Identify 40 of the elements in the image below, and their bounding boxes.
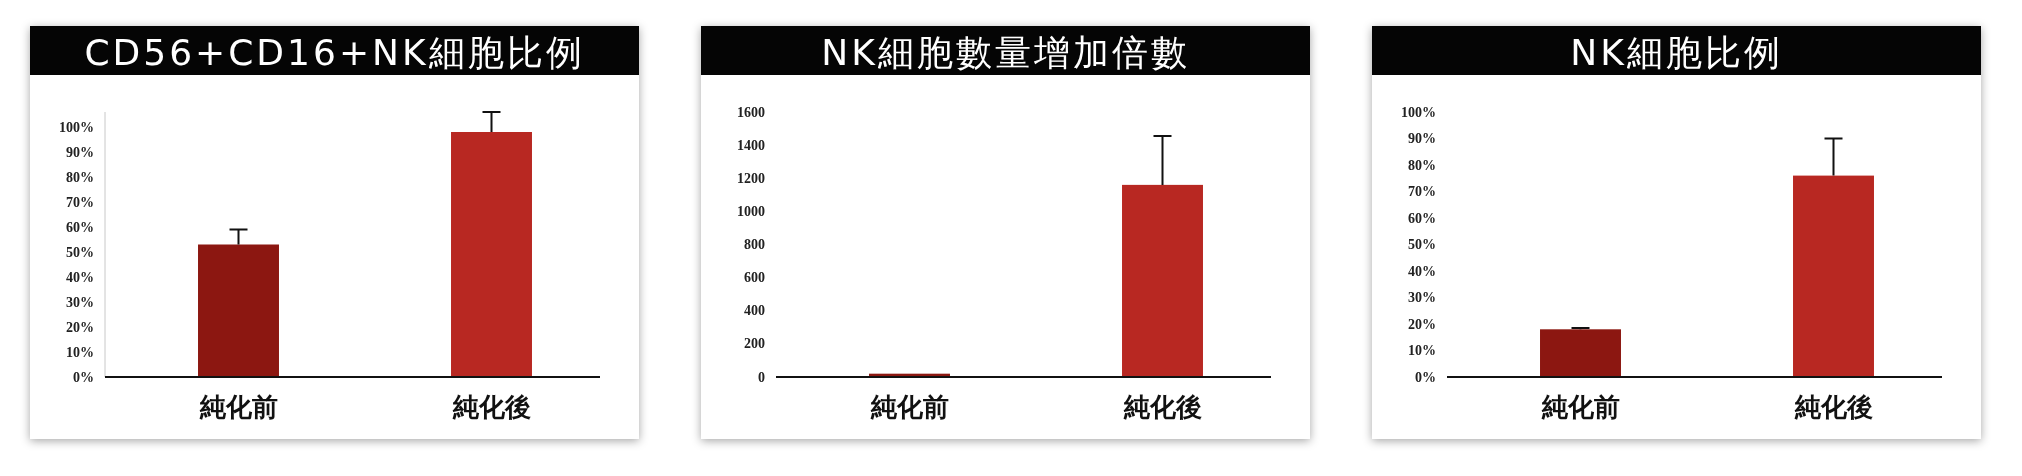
y-tick-label: 80% <box>66 169 94 185</box>
x-tick-label: 純化後 <box>1122 392 1202 422</box>
x-tick-label: 純化前 <box>1540 392 1620 422</box>
y-tick-label: 10% <box>66 344 94 360</box>
y-tick-label: 0% <box>1415 369 1436 385</box>
y-tick-label: 0 <box>758 369 765 385</box>
y-tick-label: 60% <box>66 219 94 235</box>
y-tick-label: 60% <box>1408 210 1436 226</box>
x-tick-label: 純化前 <box>198 392 278 422</box>
y-tick-label: 70% <box>1408 184 1436 199</box>
y-tick-label: 100% <box>1401 104 1436 120</box>
y-tick-label: 30% <box>66 294 94 310</box>
y-tick-label: 40% <box>66 269 94 285</box>
y-tick-label: 30% <box>1408 290 1436 305</box>
chart-title: NK細胞數量增加倍數 <box>821 31 1190 72</box>
y-tick-label: 400 <box>744 303 765 319</box>
y-tick-label: 1600 <box>737 104 765 120</box>
y-tick-label: 1000 <box>737 203 765 219</box>
y-tick-label: 20% <box>1408 316 1436 332</box>
chart-title: NK細胞比例 <box>1570 31 1783 72</box>
y-tick-label: 50% <box>1408 237 1436 252</box>
y-tick-label: 800 <box>744 237 765 252</box>
chart-title: CD56+CD16+NK細胞比例 <box>84 31 585 72</box>
y-tick-label: 10% <box>1408 343 1436 358</box>
x-tick-label: 純化前 <box>869 392 949 422</box>
y-tick-label: 1400 <box>737 137 765 153</box>
y-tick-label: 1200 <box>737 170 765 186</box>
y-tick-label: 100% <box>59 119 94 135</box>
x-tick-label: 純化後 <box>451 392 531 422</box>
y-tick-label: 40% <box>1408 263 1436 279</box>
y-tick-label: 600 <box>744 270 765 286</box>
y-tick-label: 90% <box>1408 131 1436 146</box>
y-tick-label: 70% <box>66 194 94 210</box>
y-tick-label: 20% <box>66 319 94 335</box>
y-tick-label: 200 <box>744 336 765 352</box>
y-tick-label: 50% <box>66 244 94 260</box>
y-tick-label: 90% <box>66 144 94 160</box>
y-tick-label: 0% <box>73 369 94 385</box>
x-tick-label: 純化後 <box>1793 392 1873 422</box>
y-tick-label: 80% <box>1408 157 1436 173</box>
